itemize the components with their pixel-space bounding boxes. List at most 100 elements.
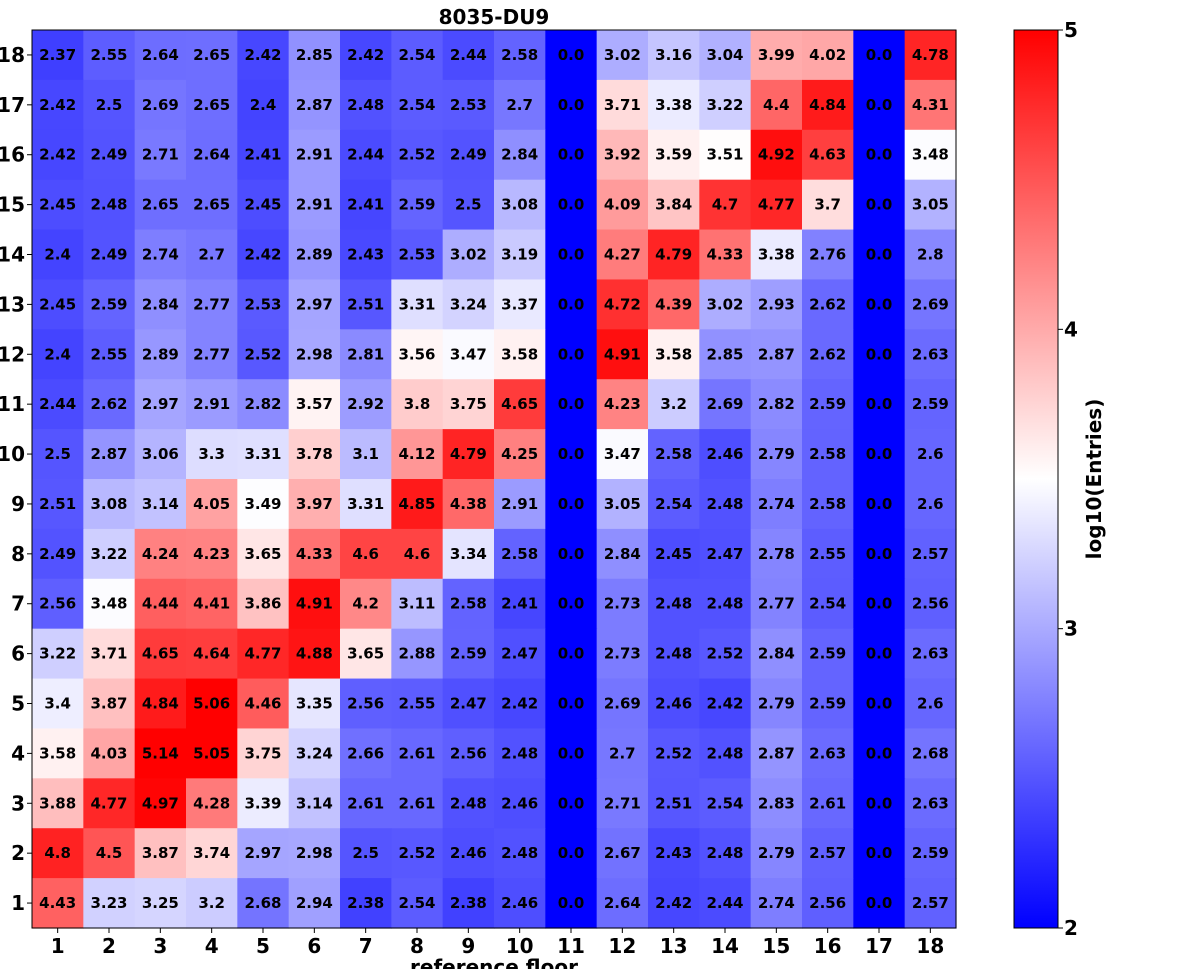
heatmap-cell [288, 30, 341, 81]
cell-value-label: 2.49 [39, 545, 76, 563]
heatmap-cell [83, 728, 136, 779]
heatmap-cell [802, 878, 854, 929]
cell-value-label: 2.54 [655, 495, 692, 513]
cell-value-label: 0.0 [866, 395, 893, 413]
cell-value-label: 0.0 [866, 844, 893, 862]
heatmap-cell [391, 778, 444, 829]
heatmap-cell [853, 279, 906, 330]
heatmap-cell [32, 279, 84, 330]
cell-value-label: 3.31 [398, 295, 435, 313]
cell-value-label: 2.57 [809, 844, 846, 862]
heatmap-cell [288, 678, 341, 730]
heatmap-cell [904, 628, 957, 680]
cell-value-label: 0.0 [866, 894, 893, 912]
heatmap-cell [853, 329, 906, 380]
cell-value-label: 3.02 [450, 246, 487, 264]
colorbar-label: log10(Entries) [1082, 399, 1106, 560]
y-tick-label: 8 [11, 542, 25, 566]
heatmap-cell [134, 878, 187, 929]
heatmap-cell [802, 528, 854, 580]
cell-value-label: 0.0 [558, 595, 585, 613]
cell-value-label: 2.74 [758, 894, 795, 912]
heatmap-cell [596, 79, 649, 131]
cell-value-label: 4.88 [296, 645, 333, 663]
heatmap-cell [391, 30, 444, 81]
y-tick-label: 1 [11, 891, 25, 915]
cell-value-label: 2.85 [706, 345, 743, 363]
heatmap-cell [802, 429, 854, 480]
heatmap-cell [340, 30, 392, 81]
heatmap-cell [340, 578, 392, 630]
cell-value-label: 2.44 [39, 395, 76, 413]
heatmap-cell [545, 578, 598, 630]
cell-value-label: 2.58 [450, 595, 487, 613]
cell-value-label: 3.16 [655, 46, 692, 64]
heatmap-cell [699, 329, 752, 380]
heatmap-cell [853, 678, 906, 730]
heatmap-cell [648, 479, 700, 530]
cell-value-label: 2.53 [450, 96, 487, 114]
x-tick-label: 18 [916, 934, 944, 958]
cell-value-label: 2.59 [90, 295, 127, 313]
heatmap-cell [904, 30, 957, 81]
heatmap-cell [442, 179, 495, 231]
cell-value-label: 2.41 [347, 196, 384, 214]
y-tick-label: 5 [11, 692, 25, 716]
heatmap-cell [596, 678, 649, 730]
cell-value-label: 3.7 [814, 196, 841, 214]
cell-value-label: 3.39 [244, 794, 281, 812]
heatmap-cell [186, 379, 238, 430]
cell-value-label: 3.14 [296, 794, 333, 812]
heatmap-cell [596, 728, 649, 779]
cell-value-label: 4.78 [912, 46, 949, 64]
heatmap-cell [340, 279, 392, 330]
heatmap-cell [32, 429, 84, 480]
heatmap-cell [750, 878, 803, 929]
cell-value-label: 3.22 [39, 645, 76, 663]
heatmap-cell [134, 129, 187, 181]
heatmap-cell [494, 678, 546, 730]
heatmap-cell [391, 479, 444, 530]
heatmap-cell [442, 30, 495, 81]
cell-value-label: 2.82 [244, 395, 281, 413]
cell-value-label: 2.46 [706, 445, 743, 463]
heatmap-cell [83, 528, 136, 580]
heatmap-cell [802, 778, 854, 829]
cell-value-label: 2.48 [90, 196, 127, 214]
cell-value-label: 0.0 [866, 445, 893, 463]
cell-value-label: 2.87 [90, 445, 127, 463]
cell-value-label: 3.14 [142, 495, 179, 513]
y-tick-label: 13 [0, 292, 25, 316]
heatmap-cell [237, 129, 290, 181]
cell-value-label: 2.52 [655, 744, 692, 762]
heatmap-cell [648, 429, 700, 480]
heatmap-cell [596, 30, 649, 81]
cell-value-label: 2.45 [244, 196, 281, 214]
heatmap-cell [340, 479, 392, 530]
x-tick-label: 11 [557, 934, 585, 958]
heatmap-cell [340, 778, 392, 829]
cell-value-label: 3.48 [90, 595, 127, 613]
heatmap-cell [288, 878, 341, 929]
cell-value-label: 2.44 [706, 894, 743, 912]
cell-value-label: 0.0 [866, 645, 893, 663]
heatmap-cell [237, 379, 290, 430]
heatmap-cell [699, 279, 752, 330]
heatmap-cell [802, 828, 854, 879]
y-tick-label: 9 [11, 492, 25, 516]
cell-value-label: 2.51 [39, 495, 76, 513]
heatmap-cell [32, 728, 84, 779]
heatmap-cell [32, 379, 84, 430]
x-tick-label: 1 [51, 934, 65, 958]
cell-value-label: 2.6 [917, 445, 944, 463]
cell-value-label: 0.0 [866, 295, 893, 313]
cell-value-label: 2.65 [193, 196, 230, 214]
cell-value-label: 2.69 [142, 96, 179, 114]
cell-value-label: 4.33 [296, 545, 333, 563]
heatmap-cell [802, 329, 854, 380]
cell-value-label: 2.56 [39, 595, 76, 613]
heatmap-cell [904, 728, 957, 779]
cell-value-label: 2.49 [450, 146, 487, 164]
heatmap-cell [288, 778, 341, 829]
heatmap-cell [545, 479, 598, 530]
